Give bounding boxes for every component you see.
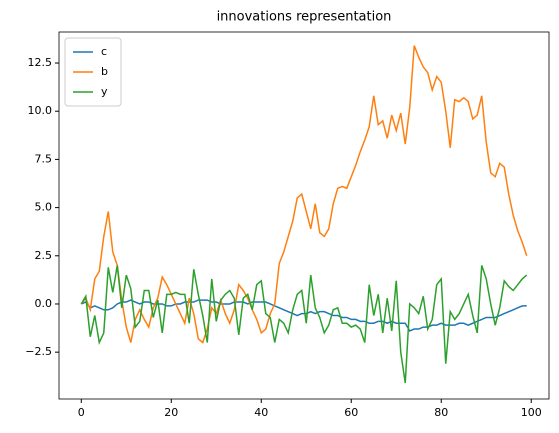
x-tick-label: 100 bbox=[521, 406, 542, 419]
x-tick-label: 60 bbox=[344, 406, 358, 419]
x-tick-label: 20 bbox=[164, 406, 178, 419]
line-series bbox=[80, 45, 528, 344]
x-tick-label: 80 bbox=[434, 406, 448, 419]
chart-title: innovations representation bbox=[217, 10, 392, 25]
plot-frame bbox=[58, 31, 550, 400]
y-tick-label: 0.0 bbox=[35, 297, 53, 310]
y-tick-label: −2.5 bbox=[25, 345, 52, 358]
y-tick-label: 7.5 bbox=[35, 152, 53, 165]
legend-label: b bbox=[101, 65, 108, 78]
y-tick-label: 10.0 bbox=[28, 104, 53, 117]
legend-label: y bbox=[101, 85, 108, 98]
y-tick-label: 2.5 bbox=[35, 249, 53, 262]
x-tick-label: 0 bbox=[78, 406, 85, 419]
y-tick-label: 12.5 bbox=[28, 56, 53, 69]
line-series bbox=[80, 265, 528, 384]
x-tick-label: 40 bbox=[254, 406, 268, 419]
y-tick-label: 5.0 bbox=[35, 201, 53, 214]
legend-label: c bbox=[101, 45, 107, 58]
